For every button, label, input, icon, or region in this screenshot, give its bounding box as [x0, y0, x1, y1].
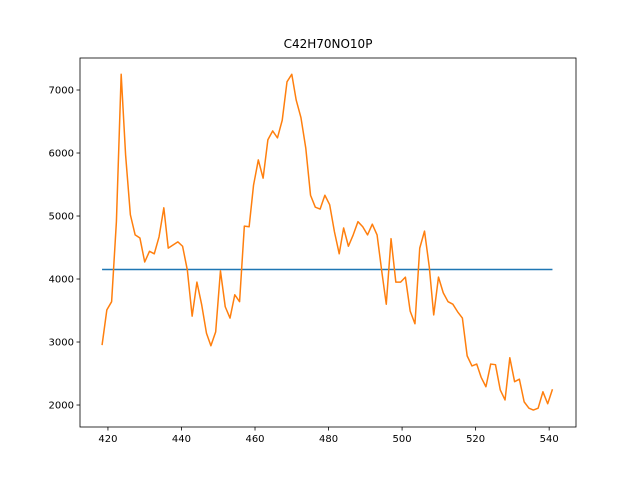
y-tick-label: 7000 — [49, 86, 74, 97]
x-tick-label: 420 — [98, 434, 117, 445]
line-series — [101, 73, 554, 411]
y-tick-label: 4000 — [49, 275, 74, 286]
plot-frame — [79, 57, 577, 428]
x-tick-label: 520 — [466, 434, 485, 445]
x-tick-label: 540 — [540, 434, 559, 445]
y-tick-label: 6000 — [49, 149, 74, 160]
x-tick-label: 480 — [319, 434, 338, 445]
x-tick-label: 500 — [393, 434, 412, 445]
y-tick-label: 3000 — [49, 338, 74, 349]
y-tick-label: 2000 — [49, 401, 74, 412]
chart-title: C42H70NO10P — [284, 37, 373, 51]
x-tick-label: 440 — [172, 434, 191, 445]
x-tick-label: 460 — [245, 434, 264, 445]
y-tick-label: 5000 — [49, 212, 74, 223]
